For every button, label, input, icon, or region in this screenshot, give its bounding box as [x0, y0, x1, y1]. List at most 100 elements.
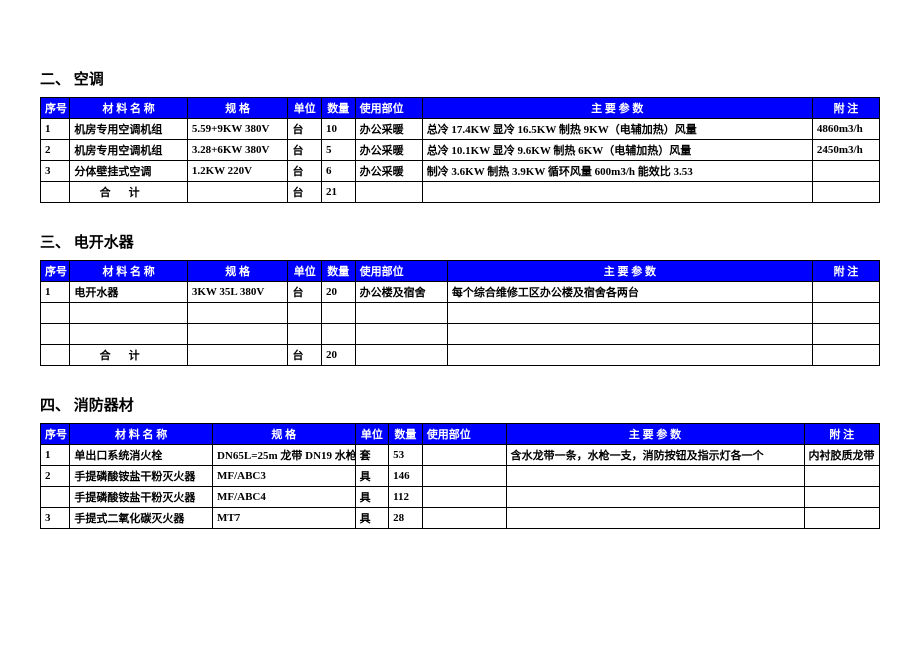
- table-section-3: 序号 材 料 名 称 规 格 单位 数量 使用部位 主 要 参 数 附 注 1电…: [40, 260, 880, 366]
- cell-qty: 5: [322, 140, 356, 161]
- table-body-4: 1单出口系统消火栓DN65L=25m 龙带 DN19 水枪套53含水龙带一条，水…: [41, 445, 880, 529]
- cell-spec: 3KW 35L 380V: [187, 282, 288, 303]
- cell-note: [812, 282, 879, 303]
- cell-use: [422, 487, 506, 508]
- cell-unit: 台: [288, 140, 322, 161]
- cell-qty: 53: [389, 445, 423, 466]
- th-name: 材 料 名 称: [70, 98, 187, 119]
- cell-param: 总冷 10.1KW 显冷 9.6KW 制热 6KW（电辅加热）风量: [422, 140, 812, 161]
- section-4-title: 四、 消防器材: [40, 394, 880, 415]
- cell-param: 总冷 17.4KW 显冷 16.5KW 制热 9KW（电辅加热）风量: [422, 119, 812, 140]
- table-row: 1单出口系统消火栓DN65L=25m 龙带 DN19 水枪套53含水龙带一条，水…: [41, 445, 880, 466]
- th-use: 使用部位: [355, 98, 422, 119]
- cell-note: [804, 487, 880, 508]
- cell-note: [804, 508, 880, 529]
- cell-use: [422, 445, 506, 466]
- cell-spec: [187, 324, 288, 345]
- total-label: 合计: [70, 182, 187, 203]
- total-row: 合计 台 20: [41, 345, 880, 366]
- th-name: 材 料 名 称: [70, 424, 213, 445]
- th-seq: 序号: [41, 424, 70, 445]
- cell-note: [812, 324, 879, 345]
- table-header-row: 序号 材 料 名 称 规 格 单位 数量 使用部位 主 要 参 数 附 注: [41, 424, 880, 445]
- cell-spec: DN65L=25m 龙带 DN19 水枪: [212, 445, 355, 466]
- cell-name: 手提式二氧化碳灭火器: [70, 508, 213, 529]
- cell-note: [812, 303, 879, 324]
- table-body-3: 1电开水器3KW 35L 380V台20办公楼及宿舍每个综合维修工区办公楼及宿舍…: [41, 282, 880, 345]
- table-row: 3手提式二氧化碳灭火器MT7具28: [41, 508, 880, 529]
- cell-name: 机房专用空调机组: [70, 119, 187, 140]
- cell-unit: 台: [288, 161, 322, 182]
- cell-seq: 1: [41, 119, 70, 140]
- cell-name: 分体壁挂式空调: [70, 161, 187, 182]
- cell-qty: 146: [389, 466, 423, 487]
- cell-qty: 10: [322, 119, 356, 140]
- th-unit: 单位: [355, 424, 389, 445]
- cell-use: 办公采暖: [355, 140, 422, 161]
- table-row: 2机房专用空调机组3.28+6KW 380V台5办公采暖总冷 10.1KW 显冷…: [41, 140, 880, 161]
- th-spec: 规 格: [187, 98, 288, 119]
- cell-spec: [187, 303, 288, 324]
- cell-unit: 具: [355, 508, 389, 529]
- cell-use: [422, 508, 506, 529]
- total-qty: 21: [322, 182, 356, 203]
- cell-unit: [288, 303, 322, 324]
- cell-note: [812, 161, 879, 182]
- th-qty: 数量: [389, 424, 423, 445]
- th-param: 主 要 参 数: [447, 261, 812, 282]
- cell-note: 2450m3/h: [812, 140, 879, 161]
- th-unit: 单位: [288, 261, 322, 282]
- th-unit: 单位: [288, 98, 322, 119]
- total-row: 合计 台 21: [41, 182, 880, 203]
- th-spec: 规 格: [212, 424, 355, 445]
- th-qty: 数量: [322, 261, 356, 282]
- cell-spec: 5.59+9KW 380V: [187, 119, 288, 140]
- cell-note: 内衬胶质龙带: [804, 445, 880, 466]
- cell-note: [804, 466, 880, 487]
- table-section-2: 序号 材 料 名 称 规 格 单位 数量 使用部位 主 要 参 数 附 注 1机…: [40, 97, 880, 203]
- cell-use: [422, 466, 506, 487]
- section-3-title: 三、 电开水器: [40, 231, 880, 252]
- cell-name: 单出口系统消火栓: [70, 445, 213, 466]
- table-row: [41, 303, 880, 324]
- cell-spec: MT7: [212, 508, 355, 529]
- th-note: 附 注: [804, 424, 880, 445]
- th-spec: 规 格: [187, 261, 288, 282]
- cell-param: 含水龙带一条，水枪一支，消防按钮及指示灯各一个: [506, 445, 804, 466]
- total-qty: 20: [322, 345, 356, 366]
- cell-use: 办公楼及宿舍: [355, 282, 447, 303]
- table-row: [41, 324, 880, 345]
- total-unit: 台: [288, 345, 322, 366]
- cell-param: 制冷 3.6KW 制热 3.9KW 循环风量 600m3/h 能效比 3.53: [422, 161, 812, 182]
- cell-qty: 6: [322, 161, 356, 182]
- cell-qty: [322, 303, 356, 324]
- table-section-4: 序号 材 料 名 称 规 格 单位 数量 使用部位 主 要 参 数 附 注 1单…: [40, 423, 880, 529]
- cell-unit: 台: [288, 119, 322, 140]
- th-param: 主 要 参 数: [422, 98, 812, 119]
- th-use: 使用部位: [355, 261, 447, 282]
- cell-spec: MF/ABC4: [212, 487, 355, 508]
- cell-seq: 2: [41, 466, 70, 487]
- cell-seq: 3: [41, 508, 70, 529]
- th-note: 附 注: [812, 261, 879, 282]
- table-row: 2手提磷酸铵盐干粉灭火器MF/ABC3具146: [41, 466, 880, 487]
- cell-name: [70, 303, 187, 324]
- cell-unit: 具: [355, 466, 389, 487]
- cell-seq: [41, 324, 70, 345]
- cell-param: 每个综合维修工区办公楼及宿舍各两台: [447, 282, 812, 303]
- table-body-2: 1机房专用空调机组5.59+9KW 380V台10办公采暖总冷 17.4KW 显…: [41, 119, 880, 182]
- th-seq: 序号: [41, 98, 70, 119]
- cell-use: [355, 324, 447, 345]
- cell-param: [506, 508, 804, 529]
- cell-seq: 3: [41, 161, 70, 182]
- cell-name: [70, 324, 187, 345]
- cell-qty: 20: [322, 282, 356, 303]
- table-row: 3分体壁挂式空调1.2KW 220V台6办公采暖制冷 3.6KW 制热 3.9K…: [41, 161, 880, 182]
- cell-name: 机房专用空调机组: [70, 140, 187, 161]
- cell-name: 电开水器: [70, 282, 187, 303]
- cell-seq: 1: [41, 282, 70, 303]
- cell-qty: 112: [389, 487, 423, 508]
- table-row: 1电开水器3KW 35L 380V台20办公楼及宿舍每个综合维修工区办公楼及宿舍…: [41, 282, 880, 303]
- cell-unit: 套: [355, 445, 389, 466]
- th-param: 主 要 参 数: [506, 424, 804, 445]
